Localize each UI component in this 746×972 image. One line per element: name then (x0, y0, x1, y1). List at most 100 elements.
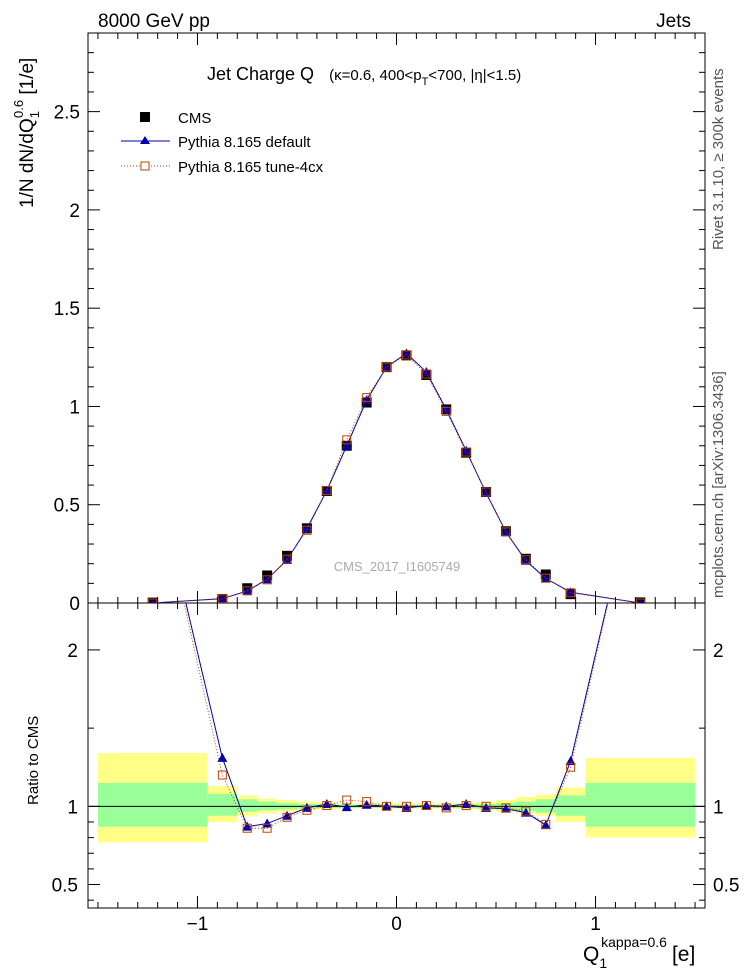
plot-title-sub: T (422, 76, 429, 88)
data-point (421, 369, 431, 379)
data-point (322, 801, 332, 811)
data-point (381, 801, 392, 811)
y-tick-label: 2 (69, 201, 80, 222)
ratio-y-tick-label-right: 1 (713, 797, 724, 818)
legend-label-tune: Pythia 8.165 tune-4cx (178, 159, 324, 176)
data-point (301, 523, 312, 533)
data-point (521, 806, 531, 816)
data-point (635, 457, 645, 466)
data-point (342, 435, 352, 445)
legend-marker-tune (140, 161, 150, 171)
data-point (520, 807, 531, 817)
legend-entry-pythia-tune: Pythia 8.165 tune-4cx (121, 159, 324, 176)
legend-marker-default (140, 136, 150, 144)
data-point (282, 554, 292, 564)
x-label-unit: [e] (672, 943, 695, 966)
data-point (481, 802, 492, 812)
y-label-post: [1/e] (17, 58, 38, 100)
rivet-version-label: Rivet 3.1.10, ≥ 300k events (710, 68, 727, 250)
y-label-sup: 0.6 (11, 100, 26, 118)
x-tick-label: 0 (391, 914, 402, 935)
data-point (566, 762, 576, 772)
data-point (342, 795, 352, 805)
data-point (321, 798, 332, 808)
data-point (217, 752, 228, 762)
data-point (262, 818, 273, 828)
series-line (152, 354, 641, 603)
data-point (217, 594, 227, 603)
data-point (262, 823, 272, 833)
data-point (501, 527, 511, 537)
band-inner (207, 793, 238, 816)
data-point (321, 485, 332, 495)
data-point (148, 457, 158, 466)
y-label-sub: 1 (27, 111, 42, 118)
y-tick-label: 0.5 (54, 496, 80, 517)
data-point (566, 588, 576, 598)
data-point (301, 802, 312, 812)
band-inner (585, 782, 696, 827)
data-point (242, 586, 252, 596)
main-panel-axes: 0 0.5 1 1.5 2 2.5 (54, 32, 706, 615)
data-point (540, 820, 551, 830)
data-point (149, 458, 157, 466)
data-point (461, 445, 472, 455)
data-point (421, 367, 432, 377)
data-point (481, 487, 491, 497)
data-point (148, 598, 158, 603)
data-point (481, 487, 492, 497)
data-point (500, 803, 511, 813)
data-point (217, 770, 227, 780)
data-point (565, 755, 576, 765)
data-point (540, 573, 551, 583)
data-point (282, 810, 293, 820)
process-label: Jets (656, 11, 691, 32)
y-tick-label: 0 (69, 594, 80, 615)
plot-title-cond-end: <700, |η|<1.5) (428, 67, 521, 84)
data-point (382, 801, 392, 811)
ratio-y-tick-label-right: 2 (713, 641, 724, 662)
data-point (401, 348, 412, 358)
data-point (441, 406, 451, 416)
data-point (541, 573, 551, 583)
y-tick-label: 1 (69, 397, 80, 418)
data-point (262, 575, 272, 585)
series-line (185, 603, 609, 828)
data-point (362, 393, 372, 403)
band-inner (555, 795, 586, 816)
data-point (461, 447, 471, 457)
data-point (302, 525, 312, 535)
data-point (421, 801, 431, 811)
ratio-uncertainty-bands (97, 753, 696, 843)
x-label-sub: 1 (599, 955, 607, 971)
x-axis-label: Q1 kappa=0.6 [e] (583, 934, 695, 971)
main-y-axis-label: 1/N dN/dQ10.6 [1/e] (11, 58, 42, 208)
x-tick-label: 1 (590, 914, 601, 935)
data-point (541, 819, 551, 829)
data-point (501, 803, 511, 813)
x-tick-label: −1 (187, 914, 209, 935)
ratio-y-tick-label: 0.5 (52, 876, 78, 897)
main-series-layer (147, 348, 646, 603)
series-pythia-8-165-tune-4cx (148, 350, 645, 603)
data-point (521, 555, 531, 565)
data-point (217, 593, 228, 603)
data-point (242, 823, 252, 833)
series-pythia-8-165-default (148, 457, 645, 831)
data-point (441, 801, 452, 811)
y-tick-label: 1.5 (54, 299, 80, 320)
data-point (341, 802, 352, 812)
data-point (636, 458, 644, 466)
data-point (262, 574, 273, 584)
ratio-y-tick-label: 1 (67, 797, 78, 818)
data-point (565, 587, 576, 597)
data-point (381, 362, 392, 372)
band-inner (97, 782, 208, 827)
ratio-y-axis-label: Ratio to CMS (25, 716, 42, 805)
data-point (441, 404, 452, 414)
plot-title-cond: (κ=0.6, 400<p (329, 67, 422, 84)
legend-marker-cms (140, 112, 150, 122)
series-line (183, 603, 609, 829)
band-inner (237, 799, 258, 812)
data-point (361, 799, 372, 809)
